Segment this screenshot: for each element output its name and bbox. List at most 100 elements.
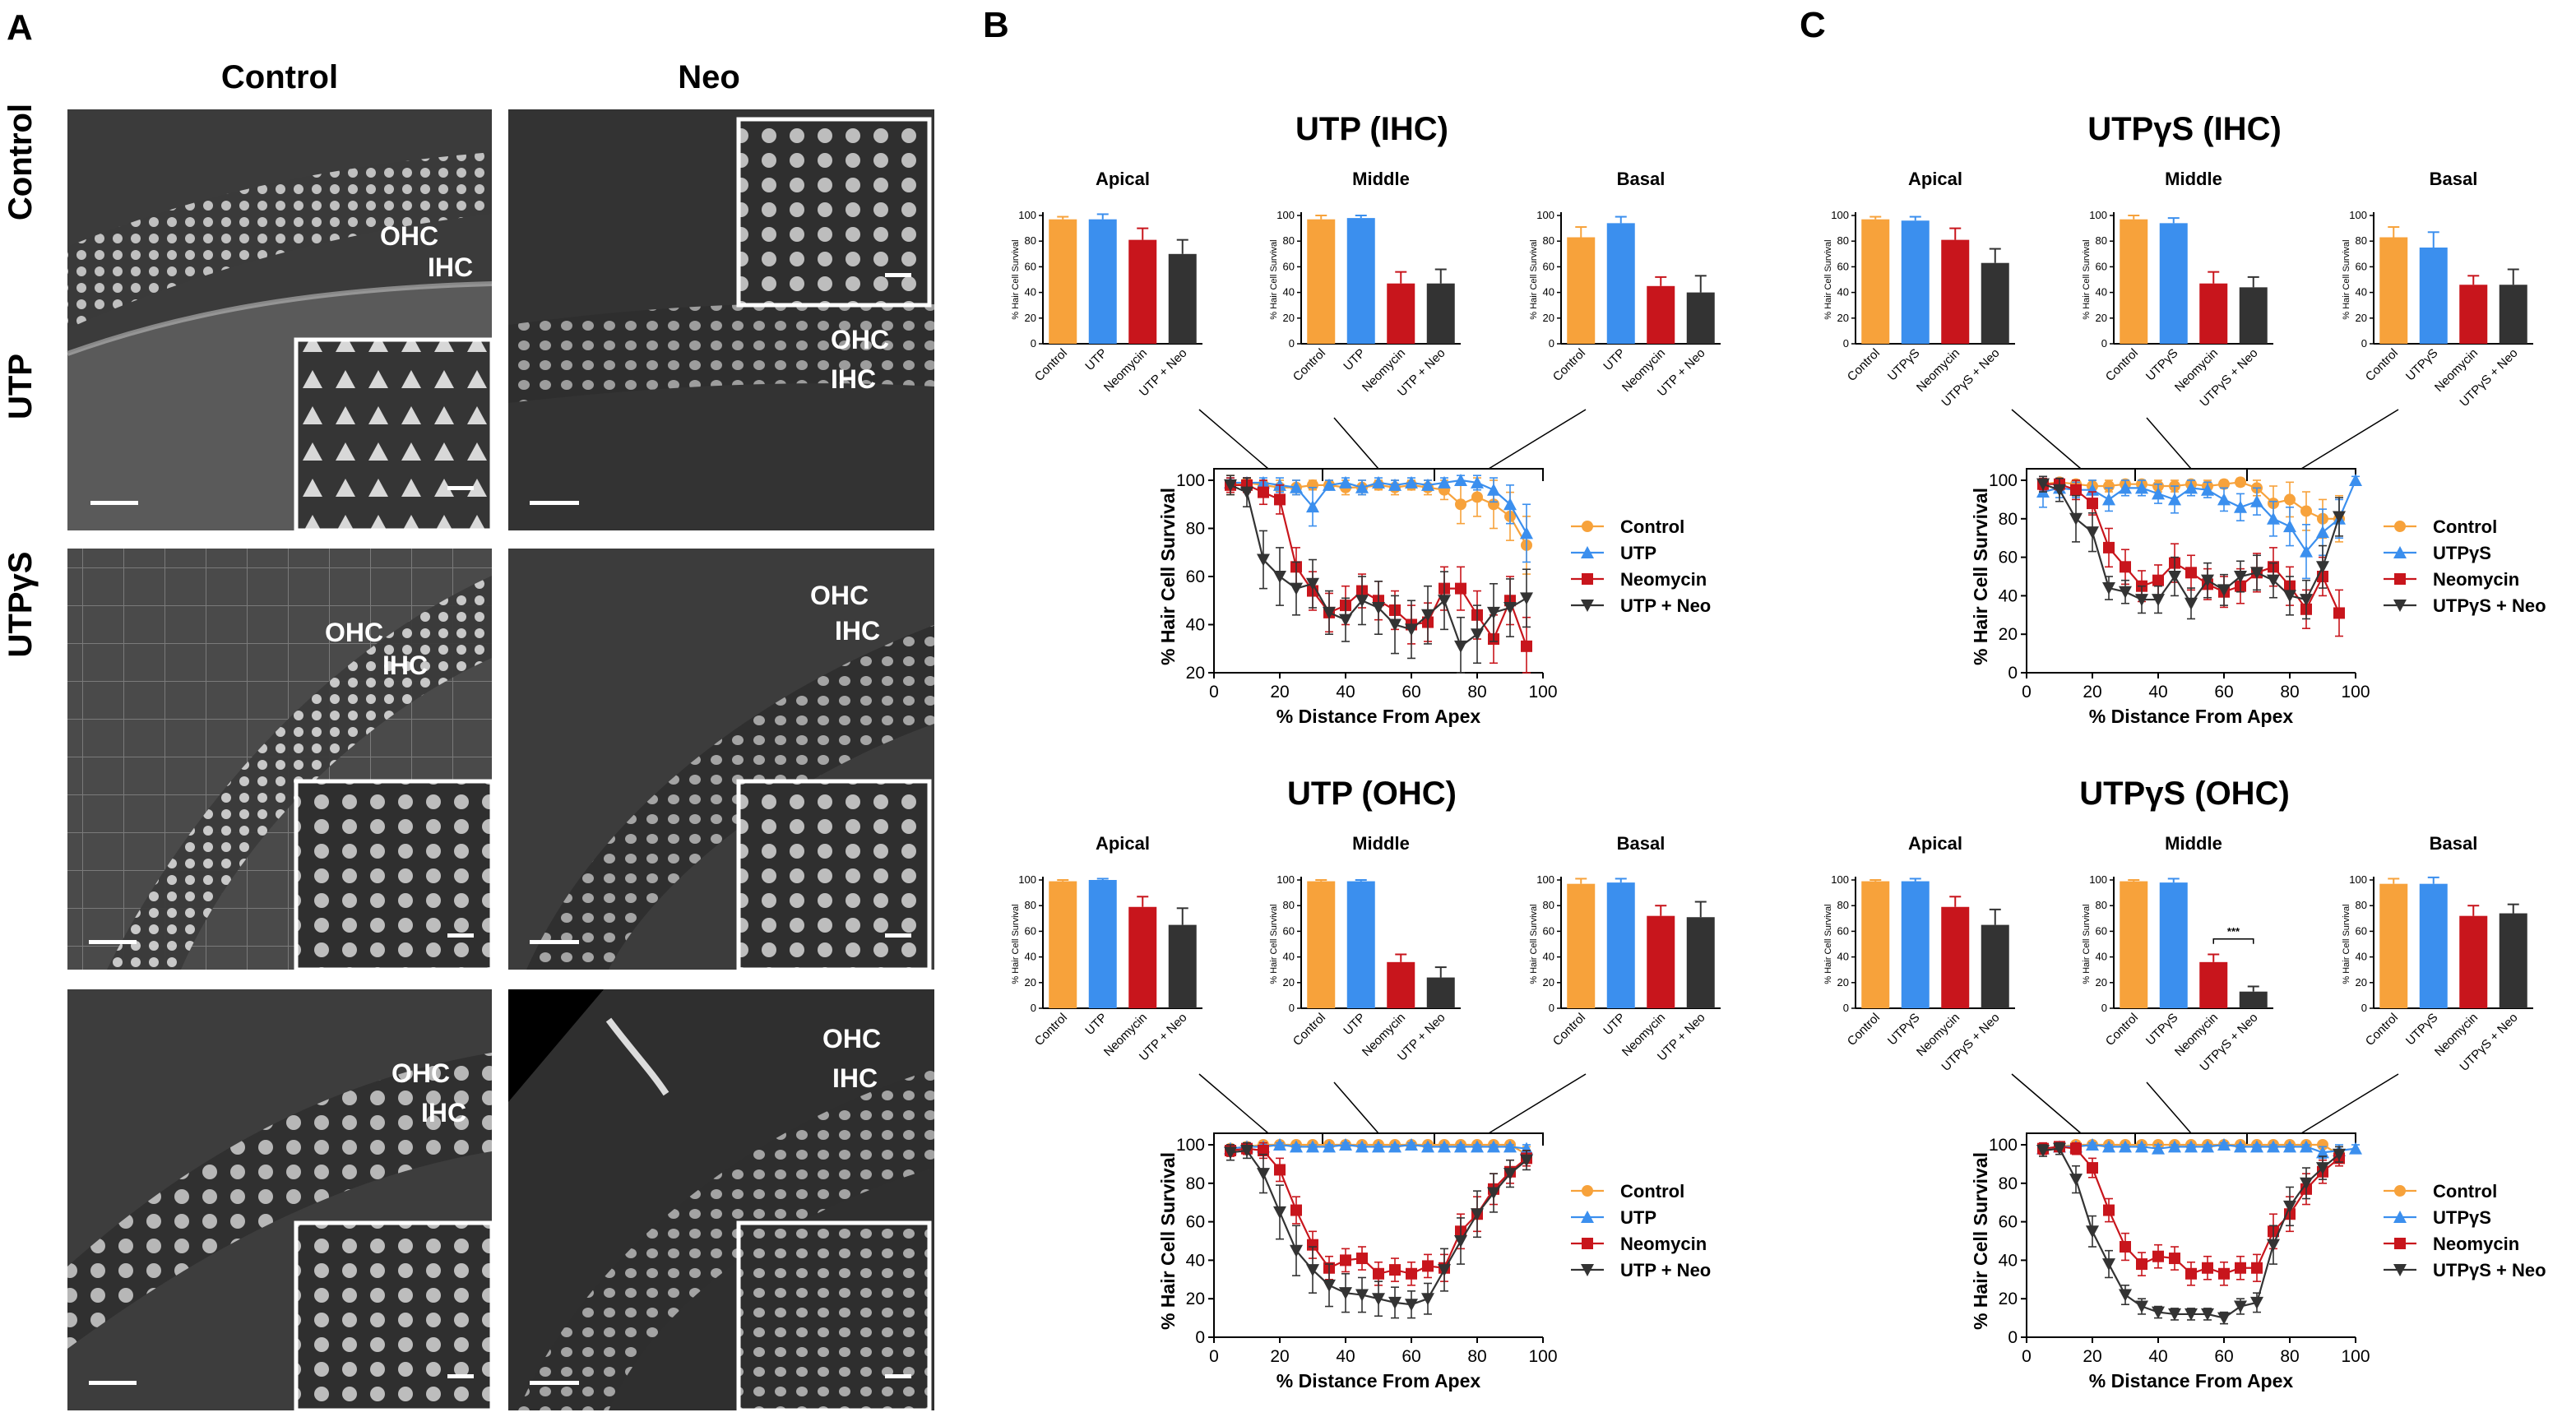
y-tick-label: 80	[1543, 234, 1554, 247]
data-point	[1323, 478, 1336, 491]
category-label: UTPγS	[1885, 346, 1923, 384]
data-point	[2185, 1308, 2198, 1321]
data-point	[1455, 582, 1466, 595]
data-point	[2053, 1142, 2066, 1155]
region-title: Middle	[2165, 169, 2222, 189]
data-point	[1405, 1138, 1418, 1151]
data-point	[1421, 1140, 1434, 1153]
data-point	[1388, 1296, 1402, 1309]
y-tick-label: 100	[1276, 873, 1295, 886]
region-bracket	[2011, 409, 2399, 481]
x-tick-label: 60	[1402, 1347, 1420, 1366]
legend-label: UTP + Neo	[1620, 1260, 1711, 1280]
y-tick-label: 60	[2356, 924, 2367, 937]
micro-utpgs-neo: OHC IHC	[508, 989, 934, 1413]
ihc-label: IHC	[832, 1063, 878, 1093]
data-point	[2300, 594, 2313, 607]
category-label: UTPγS	[2143, 1011, 2181, 1049]
series-neomycin	[2037, 1141, 2345, 1286]
data-point	[2135, 1300, 2148, 1313]
region-middle: Middle 0 20 40 60 80 100 % Hair Cell Survival Co…	[1269, 169, 1461, 399]
data-point	[2168, 1308, 2181, 1321]
region-bracket	[1198, 1073, 1587, 1146]
bar-utpgs-neo	[2239, 287, 2268, 344]
x-tick-label: 40	[2148, 1347, 2167, 1366]
y-tick-label: 20	[1283, 976, 1295, 989]
row-title-utpgs: UTPγS	[2, 552, 39, 658]
data-point	[1355, 480, 1369, 493]
y-tick-label: 40	[1999, 586, 2018, 605]
y-tick-label: 40	[1837, 951, 1849, 963]
region-apical: Apical 0 20 40 60 80 100 % Hair Cell Survival Co…	[1011, 169, 1202, 399]
y-tick-label: 40	[1543, 286, 1554, 299]
data-point	[2234, 1140, 2247, 1153]
y-tick-label: 40	[2096, 286, 2107, 299]
data-point	[1290, 480, 1303, 493]
x-tick-label: 80	[2280, 1347, 2299, 1366]
bar-utpgs-neo	[1981, 262, 2009, 344]
data-point	[2250, 494, 2263, 507]
y-axis-label: % Hair Cell Survival	[1011, 239, 1021, 319]
data-point	[2300, 1177, 2313, 1190]
x-tick-label: 40	[1336, 1347, 1355, 1366]
legend-item-utpgs-neo: UTPγS + Neo	[2384, 595, 2546, 616]
data-point	[1520, 592, 1533, 605]
chart-title: UTPγS (OHC)	[2079, 776, 2290, 812]
data-point	[2053, 484, 2066, 497]
y-tick-label: 0	[1031, 337, 1036, 350]
category-label: UTP	[1601, 1011, 1628, 1038]
data-point	[1388, 1140, 1402, 1153]
legend-label: UTP	[1620, 1207, 1656, 1228]
data-point	[1438, 1140, 1451, 1153]
y-tick-label: 100	[1276, 209, 1295, 221]
y-tick-label: 40	[1186, 1251, 1205, 1270]
data-point	[1503, 602, 1517, 615]
y-tick-label: 60	[1837, 924, 1849, 937]
data-point	[2333, 607, 2345, 619]
panel-label-b: B	[983, 5, 1009, 45]
bracket-connector	[2146, 417, 2192, 470]
data-point	[1339, 1287, 1352, 1300]
data-point	[2393, 1264, 2407, 1276]
data-point	[2036, 478, 2050, 491]
data-point	[2283, 1200, 2296, 1213]
region-title: Basal	[1617, 169, 1666, 189]
data-point	[2234, 500, 2247, 513]
y-tick-label: 80	[2096, 899, 2107, 911]
data-point	[2119, 1140, 2132, 1153]
data-point	[2086, 1225, 2099, 1239]
data-point	[2185, 597, 2198, 610]
y-tick-label: 100	[1176, 471, 1205, 490]
data-point	[2119, 586, 2132, 599]
data-point	[2070, 1142, 2082, 1155]
data-point	[1273, 571, 1286, 583]
y-tick-label: 20	[1025, 976, 1036, 989]
category-label: UTP	[1082, 1011, 1110, 1038]
data-point	[2235, 1262, 2246, 1274]
data-point	[2103, 541, 2115, 553]
ohc-label: OHC	[822, 1024, 881, 1053]
data-point	[2152, 574, 2164, 586]
y-tick-label: 40	[1837, 286, 1849, 299]
data-point	[2102, 582, 2115, 595]
region-middle: Middle 0 20 40 60 80 100 % Hair Cell Survival Co…	[2082, 833, 2273, 1074]
data-point	[1406, 1267, 1417, 1280]
ihc-label: IHC	[382, 651, 428, 680]
y-tick-label: 20	[1543, 312, 1554, 324]
bar-control	[2120, 219, 2148, 344]
legend-item-neomycin: Neomycin	[1571, 569, 1707, 590]
data-point	[1421, 1293, 1434, 1306]
data-point	[1373, 1267, 1384, 1280]
y-tick-label: 40	[1025, 286, 1036, 299]
data-point	[2086, 526, 2099, 539]
y-tick-label: 80	[1025, 234, 1036, 247]
data-point	[2152, 594, 2165, 607]
region-apical: Apical 0 20 40 60 80 100 % Hair Cell Survival Co…	[1823, 169, 2015, 410]
data-point	[2201, 483, 2214, 496]
legend: Control UTP Neomycin UTP + Neo	[1571, 1181, 1711, 1280]
bar-control	[1567, 237, 1596, 344]
data-point	[2086, 483, 2099, 496]
category-label: Control	[1290, 346, 1328, 384]
data-point	[1581, 1211, 1594, 1223]
y-tick-label: 60	[1837, 260, 1849, 272]
